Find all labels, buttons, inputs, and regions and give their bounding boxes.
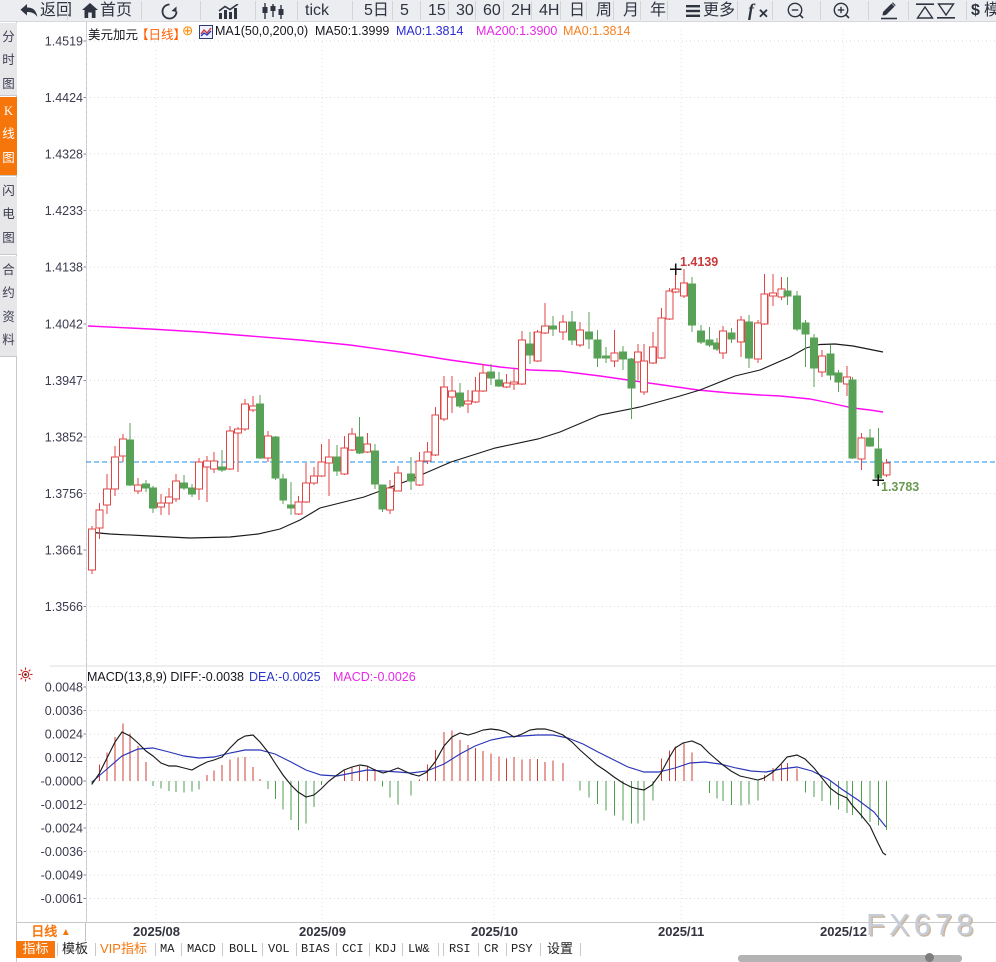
svg-text:1.4233: 1.4233 [45,204,83,218]
svg-text:0.0048: 0.0048 [45,681,83,695]
svg-text:-0.0061: -0.0061 [41,892,83,906]
svg-text:1.4042: 1.4042 [45,317,83,331]
svg-text:0.0024: 0.0024 [45,728,83,742]
svg-text:1.4328: 1.4328 [45,148,83,162]
svg-text:1.3852: 1.3852 [45,430,83,444]
svg-text:1.3783: 1.3783 [881,480,919,494]
svg-text:-0.0000: -0.0000 [41,775,83,789]
svg-text:0.0036: 0.0036 [45,704,83,718]
svg-text:1.3661: 1.3661 [45,544,83,558]
svg-text:1.4139: 1.4139 [680,255,718,269]
svg-text:1.4519: 1.4519 [45,35,83,49]
svg-text:1.4424: 1.4424 [45,91,83,105]
svg-text:1.3756: 1.3756 [45,487,83,501]
svg-text:1.4138: 1.4138 [45,261,83,275]
svg-text:1.3566: 1.3566 [45,600,83,614]
svg-text:-0.0024: -0.0024 [41,822,83,836]
svg-text:-0.0012: -0.0012 [41,798,83,812]
svg-text:-0.0036: -0.0036 [41,845,83,859]
svg-text:-0.0049: -0.0049 [41,869,83,883]
svg-text:1.3947: 1.3947 [45,374,83,388]
svg-text:0.0012: 0.0012 [45,751,83,765]
